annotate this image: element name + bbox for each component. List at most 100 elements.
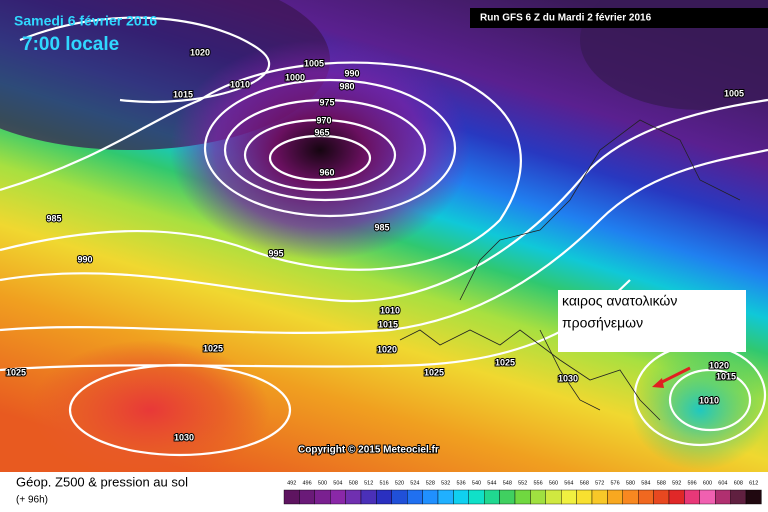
legend-label: 600 [703,480,712,486]
legend-swatch [407,489,423,505]
arrow [657,366,691,386]
legend-swatch [715,489,731,505]
legend-swatch [314,489,331,505]
legend-swatch [530,489,547,505]
legend-swatch [684,489,701,505]
annotation: καιρος ανατολικών [562,293,677,309]
legend-label: 556 [534,480,543,486]
legend-swatch [330,489,346,505]
time: 7:00 locale [22,34,119,55]
legend-label: 524 [410,480,419,486]
legend-label: 544 [487,480,496,486]
legend-swatch [668,489,685,505]
legend-swatch [468,489,485,505]
legend-swatch [514,489,531,505]
field [170,40,470,260]
legend-swatch [499,489,516,505]
legend-label: 540 [472,480,481,486]
legend-swatch [299,489,315,505]
legend-swatch [437,489,454,505]
legend-label: 588 [657,480,666,486]
isobar-label: 995 [268,248,283,258]
isobar-label: 1025 [424,367,444,377]
isobar-label: 985 [374,222,389,232]
legend-swatch [561,489,577,505]
isobar-label: 990 [77,254,92,264]
isobar-label: 1030 [558,373,578,383]
isobar-label: 1015 [378,319,398,329]
legend-swatch [730,489,747,505]
legend-swatch [453,489,469,505]
legend-swatch [391,489,408,505]
run-box [470,8,768,28]
legend-label: 568 [580,480,589,486]
isobar-label: 1020 [709,360,729,370]
legend-label: 604 [718,480,727,486]
legend-swatch [484,489,500,505]
run: Run GFS 6 Z du Mardi 2 février 2016 [480,13,652,24]
legend-label: 608 [734,480,743,486]
legend-label: 612 [749,480,758,486]
isobar-label: 1005 [724,88,744,98]
legend-swatch [576,489,593,505]
legend-label: 552 [518,480,527,486]
legend-label: 520 [395,480,404,486]
copyright: Copyright © 2015 Meteociel.fr [298,445,439,456]
legend-label: 564 [564,480,573,486]
isobar-label: 960 [319,167,334,177]
legend-swatch [422,489,439,505]
legend-label: 548 [503,480,512,486]
legend-swatch [360,489,377,505]
legend-swatch [545,489,562,505]
isobars [0,16,768,457]
legend-label: 516 [380,480,389,486]
isobar-label: 1000 [285,72,305,82]
legend-swatch [376,489,392,505]
annotation: προσήνεμων [562,315,643,331]
coastlines [399,119,741,421]
isobar-label: 1010 [230,79,250,89]
legend-swatch [699,489,716,505]
isobar-label: 1015 [173,89,193,99]
legend-label: 492 [287,480,296,486]
footer-lead: (+ 96h) [16,495,48,506]
legend-label: 528 [426,480,435,486]
isobar-label: 1010 [699,395,719,405]
legend-swatch [591,489,608,505]
legend-label: 508 [349,480,358,486]
legend-swatch [745,489,762,505]
isobar-label: 980 [339,81,354,91]
date: Samedi 6 février 2016 [14,13,157,29]
legend-swatch [345,489,362,505]
legend-label: 532 [441,480,450,486]
legend-label: 512 [364,480,373,486]
isobar-label: 985 [46,213,61,223]
isobar-label: 990 [344,68,359,78]
isobar-label: 1025 [203,343,223,353]
isobar-label: 1020 [190,47,210,57]
isobar-label: 970 [316,115,331,125]
legend-label: 596 [688,480,697,486]
isobar-label: 1025 [6,367,26,377]
isobar-label: 1025 [495,357,515,367]
footer-title: Géop. Z500 & pression au sol [16,474,188,489]
legend-label: 584 [641,480,650,486]
isobar-label: 1015 [716,371,736,381]
isobar-label: 975 [319,97,334,107]
legend-swatch [638,489,654,505]
arrow [652,378,664,388]
isobar-label: 965 [314,127,329,137]
legend-label: 572 [595,480,604,486]
legend-swatch [653,489,670,505]
isobar-label: 1005 [304,58,324,68]
isobar-label: 1010 [380,305,400,315]
legend-label: 504 [333,480,342,486]
legend-label: 500 [318,480,327,486]
legend-swatch [607,489,624,505]
legend-label: 592 [672,480,681,486]
legend-label: 580 [626,480,635,486]
legend-label: 576 [611,480,620,486]
field [30,340,270,480]
legend-label: 536 [457,480,466,486]
legend-swatch [622,489,639,505]
